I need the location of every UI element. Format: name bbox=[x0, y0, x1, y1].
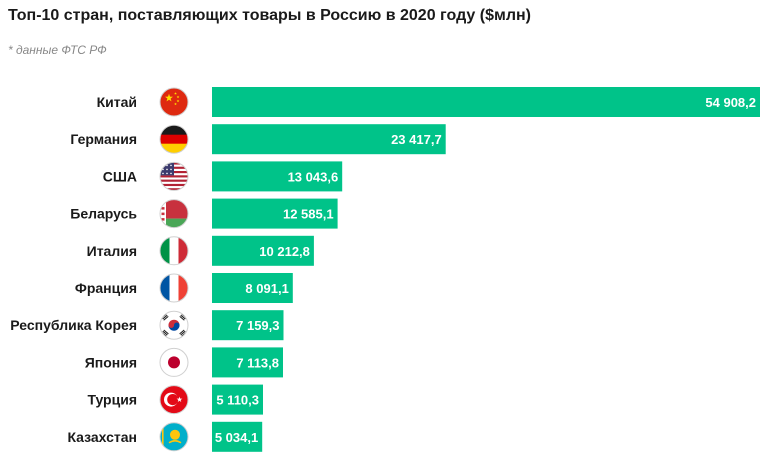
bar bbox=[212, 235, 314, 266]
category-label: Италия bbox=[87, 243, 137, 259]
category-label: Республика Корея bbox=[10, 317, 137, 333]
bar-row: Германия 23 417,7 bbox=[70, 124, 446, 155]
value-label: 7 113,8 bbox=[236, 355, 279, 370]
bar-row: Казахстан 5 034,1 bbox=[67, 421, 263, 452]
bar-row: Италия 10 212,8 bbox=[87, 235, 314, 266]
value-label: 5 034,1 bbox=[215, 430, 258, 445]
bar-row: США 13 043,6 bbox=[103, 161, 343, 192]
usa-flag-icon bbox=[159, 161, 189, 191]
italy-flag-icon bbox=[159, 236, 189, 266]
germany-flag-icon bbox=[159, 124, 189, 154]
belarus-flag-icon bbox=[159, 199, 189, 229]
kazakhstan-flag-icon bbox=[159, 422, 189, 452]
category-label: Германия bbox=[70, 131, 137, 147]
bar bbox=[212, 421, 263, 452]
bar bbox=[212, 198, 338, 229]
value-label: 12 585,1 bbox=[283, 207, 334, 222]
category-label: Япония bbox=[85, 354, 137, 370]
bar-row: Франция 8 091,1 bbox=[75, 273, 293, 303]
bar bbox=[212, 124, 446, 155]
south-korea-flag-icon bbox=[159, 310, 189, 340]
category-label: Турция bbox=[87, 392, 137, 408]
bar-row: Турция 5 110,3 bbox=[87, 384, 263, 415]
value-label: 8 091,1 bbox=[245, 281, 288, 296]
value-label: 5 110,3 bbox=[216, 393, 259, 408]
china-flag-icon bbox=[159, 87, 189, 117]
bar bbox=[212, 161, 343, 192]
bar-row: Китай 54 908,2 bbox=[97, 87, 760, 117]
category-label: Казахстан bbox=[67, 429, 137, 445]
value-label: 23 417,7 bbox=[391, 132, 442, 147]
france-flag-icon bbox=[159, 273, 189, 303]
bar bbox=[212, 273, 293, 303]
source-note: * данные ФТС РФ bbox=[8, 43, 107, 57]
bar bbox=[212, 347, 283, 378]
bar-row: Япония 7 113,8 bbox=[85, 347, 283, 378]
value-label: 7 159,3 bbox=[236, 318, 279, 333]
bar bbox=[212, 384, 263, 415]
value-label: 13 043,6 bbox=[288, 169, 339, 184]
category-label: США bbox=[103, 168, 137, 184]
category-label: Беларусь bbox=[70, 206, 137, 222]
bar bbox=[212, 87, 760, 117]
category-label: Франция bbox=[75, 280, 137, 296]
value-label: 10 212,8 bbox=[259, 244, 310, 259]
japan-flag-icon bbox=[159, 347, 189, 377]
turkey-flag-icon bbox=[159, 385, 189, 415]
bar bbox=[212, 310, 284, 341]
chart-title: Топ-10 стран, поставляющих товары в Росс… bbox=[8, 7, 531, 24]
bar-row: Республика Корея 7 159,3 bbox=[10, 310, 284, 341]
category-label: Китай bbox=[97, 94, 137, 110]
bar-row: Беларусь 12 585,1 bbox=[70, 198, 338, 229]
value-label: 54 908,2 bbox=[705, 95, 756, 110]
